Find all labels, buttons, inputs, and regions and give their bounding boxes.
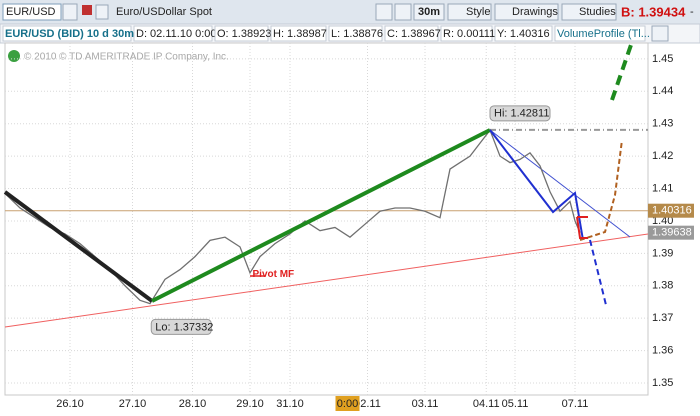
chart: 1.45 1.44 1.43 1.42 1.41 1.40 1.39 1.38 1.37 1.36… (3, 41, 694, 411)
x-tick-label: 02.11 (354, 398, 381, 410)
y-tick-label: 1.38 (652, 280, 673, 292)
info-cells: EUR/USD (BID) 10 d 30m D: 02.11.10 0:00 O:… (2, 25, 650, 42)
plot-area (4, 42, 649, 396)
info-cell (328, 25, 383, 42)
x-tick-label: 28.10 (179, 398, 207, 410)
info-cell (494, 25, 553, 42)
cursor-box (335, 396, 360, 411)
button-label: Drawings (512, 6, 558, 18)
x-tick-label: 27.10 (119, 398, 147, 410)
x-tick-label: 26.10 (56, 398, 84, 410)
dropdown[interactable] (62, 3, 78, 21)
interval-button[interactable] (413, 3, 445, 21)
icon[interactable] (375, 3, 393, 21)
annotation: Pivot MF (253, 269, 295, 280)
drawing (3, 190, 154, 303)
info-cell (440, 25, 493, 42)
info-cell (554, 25, 646, 42)
y-tick-label: 1.39 (652, 247, 673, 259)
bid: B: 1.39434 (621, 4, 686, 19)
annotation-box (150, 318, 212, 335)
drawing (151, 128, 491, 303)
icon[interactable] (8, 50, 20, 62)
price-label: 1.39638 (652, 227, 692, 239)
info-cell (270, 25, 327, 42)
info-text: H: 1.38987 (273, 28, 327, 40)
info-text: VolumeProfile (Tl... (557, 28, 650, 40)
info-text: O: 1.38923 (217, 28, 271, 40)
x-tick-label: 05.11 (502, 398, 529, 410)
info-text: C: 1.38967 (387, 28, 441, 40)
x-tick-label: 03.11 (412, 398, 439, 410)
info-text: D: 02.11.10 0:00 (136, 28, 217, 40)
watermark: © 2010 © TD AMERITRADE IP Company, Inc. (24, 52, 229, 63)
x-tick-label: 07.11 (562, 398, 589, 410)
description: Euro/USDollar Spot (116, 6, 212, 18)
drawing (610, 41, 634, 101)
y-tick-label: 1.43 (652, 118, 673, 130)
drawing (4, 233, 649, 328)
y-tick-label: 1.40 (652, 215, 673, 227)
icon[interactable] (651, 25, 669, 42)
drawings-button[interactable] (494, 3, 559, 21)
icon[interactable] (394, 3, 412, 21)
info-text: EUR/USD (BID) 10 d 30m (5, 28, 134, 40)
y-tick-label: 1.41 (652, 182, 673, 194)
info-text: L: 1.38876 (331, 28, 383, 40)
y-tick-label: 1.45 (652, 53, 673, 65)
button-label: Studies (579, 6, 616, 18)
symbol: EUR/USD (6, 6, 56, 18)
symbol-input[interactable] (2, 3, 62, 21)
icon[interactable] (95, 4, 109, 20)
info-cell (384, 25, 439, 42)
drawing (579, 139, 623, 241)
x-tick-label: 04.11 (473, 398, 500, 410)
icon[interactable] (82, 5, 92, 15)
minimize[interactable]: - (690, 6, 694, 18)
y-tick-label: 1.37 (652, 312, 673, 324)
info-cell (133, 25, 213, 42)
x-tick-label: 31.10 (276, 398, 304, 410)
price-label-box (648, 225, 694, 240)
annotation: Lo: 1.37332 (155, 321, 213, 333)
info-text: Y: 1.40316 (497, 28, 550, 40)
drawing (589, 239, 607, 306)
annotation: Hi: 1.42811 (494, 108, 549, 120)
y-tick-label: 1.44 (652, 85, 673, 97)
cursor-label: 0:00 (337, 398, 358, 410)
y-tick-label: 1.36 (652, 345, 673, 357)
y-tick-label: 1.42 (652, 150, 673, 162)
info-text: R: 0.00111 (443, 28, 495, 40)
price-label: 1.40316 (652, 205, 692, 217)
button-label: Style (466, 6, 490, 18)
drawing (489, 129, 631, 238)
info-cell (2, 25, 132, 42)
x-tick-label: 29.10 (236, 398, 264, 410)
y-tick-label: 1.35 (652, 377, 673, 389)
price-label-box (648, 203, 694, 218)
info-cell (214, 25, 269, 42)
style-button[interactable] (447, 3, 492, 21)
drawing (576, 216, 588, 239)
studies-button[interactable] (561, 3, 617, 21)
interval: 30m (418, 6, 440, 18)
annotation-box (489, 105, 551, 122)
